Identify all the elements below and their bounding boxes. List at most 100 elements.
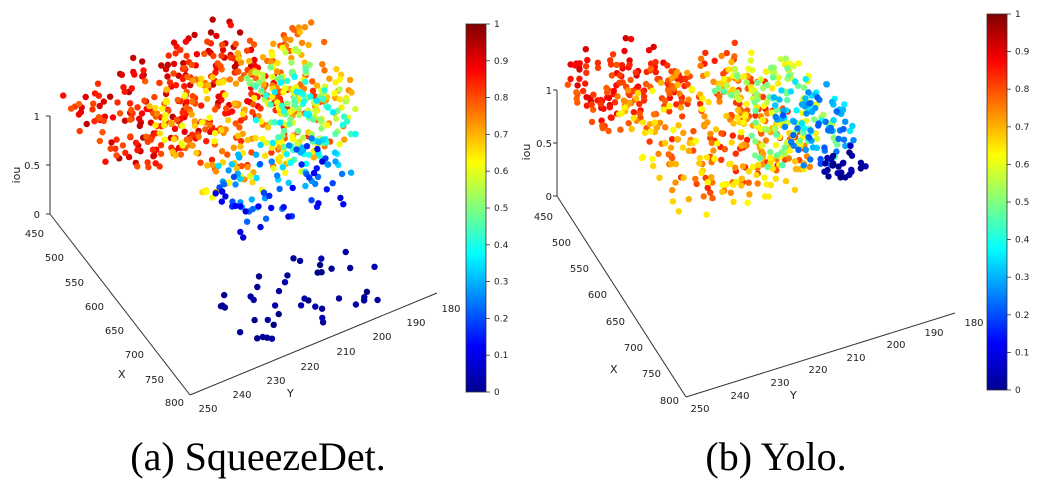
scatter-point bbox=[252, 151, 260, 158]
scatter-point bbox=[172, 50, 179, 57]
scatter-point bbox=[809, 144, 817, 151]
scatter-point bbox=[848, 166, 855, 173]
scatter-point bbox=[318, 255, 325, 262]
scatter-point bbox=[205, 82, 212, 89]
scatter-point bbox=[782, 177, 790, 185]
scatter-point bbox=[296, 257, 304, 265]
scatter-point bbox=[119, 142, 127, 149]
scatter-point bbox=[131, 71, 138, 78]
scatter-point bbox=[814, 94, 821, 101]
scatter-point bbox=[248, 196, 255, 203]
y-tick: 200 bbox=[886, 340, 905, 351]
scatter-point bbox=[128, 85, 135, 92]
colorbar-tick-label: 0.9 bbox=[1015, 48, 1030, 58]
scatter-point bbox=[731, 39, 738, 46]
scatter-point bbox=[228, 161, 235, 168]
y-tick: 180 bbox=[964, 318, 983, 329]
scatter-point bbox=[762, 137, 770, 144]
y-tick: 210 bbox=[846, 353, 865, 364]
scatter-point bbox=[607, 114, 614, 121]
scatter-point bbox=[191, 31, 198, 39]
scatter-point bbox=[703, 71, 711, 78]
y-tick: 220 bbox=[300, 362, 319, 373]
scatter-point bbox=[622, 35, 629, 42]
scatter-point bbox=[733, 94, 740, 101]
scatter-point bbox=[305, 151, 312, 158]
scatter-point bbox=[296, 111, 303, 119]
scatter-point bbox=[249, 179, 256, 186]
scatter-point bbox=[204, 162, 211, 169]
scatter-point bbox=[636, 110, 643, 117]
scatter-point bbox=[646, 138, 653, 145]
scatter-point bbox=[259, 71, 266, 78]
scatter-point bbox=[770, 94, 778, 101]
scatter-point bbox=[827, 124, 834, 131]
scatter-point bbox=[805, 134, 813, 141]
scatter-point bbox=[261, 152, 269, 159]
scatter-point bbox=[312, 107, 319, 115]
scatter-point bbox=[753, 171, 760, 179]
y-tick: 220 bbox=[808, 365, 827, 376]
scatter-point bbox=[840, 159, 847, 166]
scatter-point bbox=[650, 111, 658, 118]
x-tick: 550 bbox=[65, 278, 84, 289]
x-tick: 600 bbox=[85, 302, 104, 313]
colorbar-ticks-a: 0 0.1 0.2 0.3 0.4 0.5 0.6 0.7 0.8 0.9 1 bbox=[486, 20, 509, 398]
scatter-point bbox=[756, 154, 763, 162]
scatter-point bbox=[207, 29, 215, 36]
scatter-point bbox=[163, 86, 170, 93]
scatter-point bbox=[169, 148, 176, 155]
scatter-point bbox=[748, 49, 755, 56]
scatter-point bbox=[598, 117, 605, 124]
scatter-point bbox=[710, 147, 717, 154]
scatter-point bbox=[259, 54, 267, 61]
scatter-point bbox=[665, 151, 672, 158]
scatter-point bbox=[583, 94, 590, 101]
scatter-point bbox=[321, 67, 328, 74]
scatter-point bbox=[342, 248, 349, 256]
scatter-point bbox=[287, 159, 294, 166]
scatter-point bbox=[752, 119, 759, 126]
scatter-point bbox=[603, 84, 610, 92]
scatter-point bbox=[842, 142, 849, 150]
scatter-point bbox=[582, 62, 590, 70]
scatter-point bbox=[305, 297, 312, 304]
scatter-point bbox=[779, 161, 786, 169]
colorbar-tick-label: 0.7 bbox=[494, 130, 508, 140]
scatter-point bbox=[655, 150, 662, 158]
scatter-point bbox=[835, 135, 842, 142]
scatter-point bbox=[776, 96, 783, 103]
scatter-point bbox=[768, 109, 776, 116]
scatter-point bbox=[594, 64, 602, 72]
scatter-point bbox=[802, 146, 809, 153]
scatter-point bbox=[723, 49, 730, 57]
scatter-point bbox=[132, 139, 140, 146]
scatter-point bbox=[725, 66, 732, 73]
scatter-point bbox=[679, 144, 687, 151]
scatter-point bbox=[685, 147, 693, 154]
scatter-point bbox=[723, 112, 730, 120]
scatter-point bbox=[821, 144, 828, 151]
scatter-point bbox=[784, 96, 791, 104]
scatter-point bbox=[134, 163, 141, 170]
scatter-point bbox=[195, 133, 202, 140]
scatter-point bbox=[702, 49, 709, 57]
scatter-point bbox=[321, 87, 328, 94]
scatter-point bbox=[106, 93, 114, 100]
scatter-point bbox=[255, 273, 263, 280]
scatter-point bbox=[769, 74, 777, 81]
x-tick: 800 bbox=[660, 396, 679, 407]
scatter-point bbox=[732, 164, 739, 171]
scatter-point bbox=[177, 151, 185, 158]
scatter-point bbox=[576, 75, 583, 83]
scatter-point bbox=[120, 84, 127, 91]
scatter-point bbox=[571, 62, 579, 69]
scatter-point bbox=[278, 102, 286, 110]
scatter-point bbox=[740, 119, 747, 126]
scatter-point bbox=[288, 54, 295, 62]
scatter-point bbox=[730, 120, 737, 127]
scatter-point bbox=[242, 208, 249, 215]
x-tick: 650 bbox=[606, 317, 625, 328]
scatter-point bbox=[218, 198, 225, 205]
scatter-point bbox=[224, 117, 232, 124]
